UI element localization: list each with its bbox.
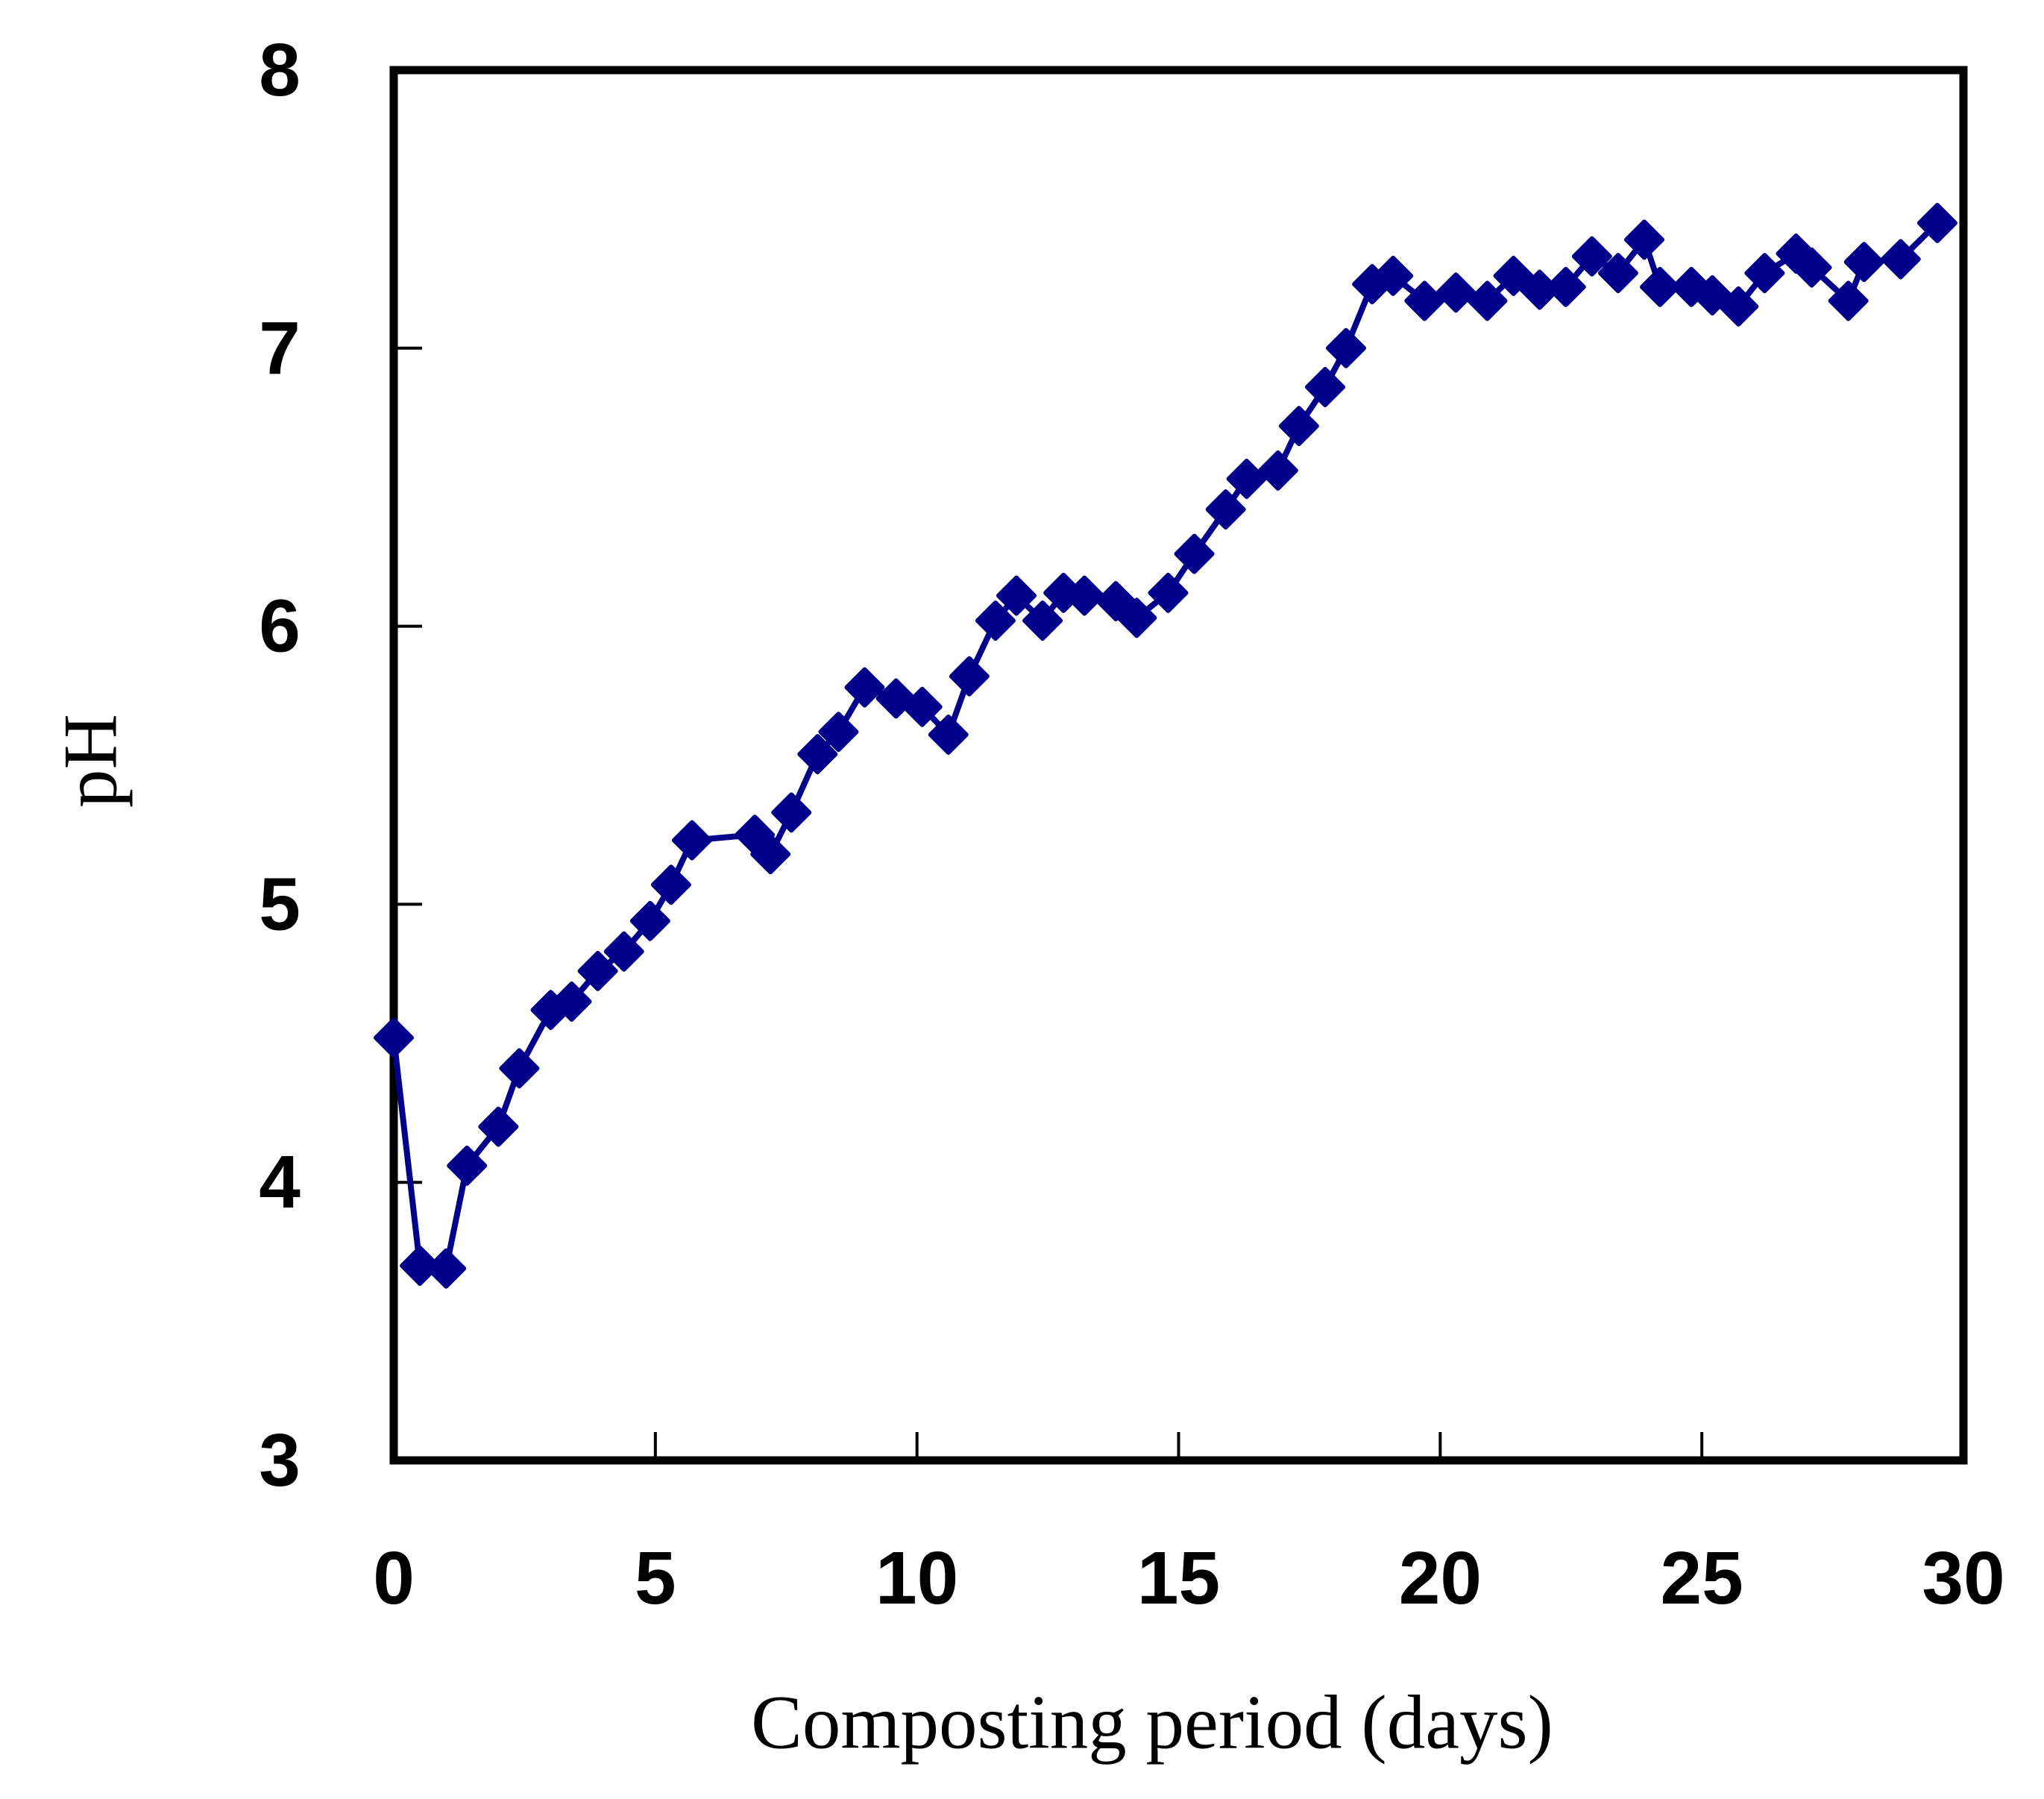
data-point-marker	[1205, 489, 1246, 530]
data-point-marker	[577, 950, 618, 991]
data-point-marker	[996, 575, 1037, 616]
data-point-marker	[1744, 253, 1785, 294]
y-tick-label: 6	[259, 585, 301, 668]
data-point-marker	[1064, 575, 1105, 616]
data-point-marker	[1623, 219, 1664, 260]
data-point-marker	[1916, 203, 1957, 244]
data-point-marker	[1326, 327, 1367, 368]
data-point-marker	[551, 981, 592, 1022]
x-tick-label: 25	[1661, 1536, 1743, 1620]
data-point-marker	[975, 600, 1016, 641]
data-point-marker	[1467, 280, 1508, 321]
data-point-marker	[1373, 255, 1414, 296]
data-point-marker	[400, 1246, 441, 1287]
data-point-marker	[629, 900, 670, 941]
y-tick-label: 8	[259, 28, 301, 112]
y-tick-label: 5	[259, 862, 301, 946]
data-point-marker	[1174, 533, 1215, 574]
y-tick-label: 3	[259, 1419, 301, 1502]
data-point-marker	[1640, 266, 1681, 307]
x-tick-label: 20	[1399, 1536, 1482, 1620]
data-point-marker	[1597, 253, 1638, 294]
x-tick-label: 10	[875, 1536, 958, 1620]
data-point-marker	[426, 1248, 467, 1289]
plot-border	[389, 66, 1968, 1465]
data-point-marker	[1226, 459, 1267, 500]
data-point-marker	[1571, 236, 1612, 277]
data-point-marker	[1843, 242, 1884, 283]
data-point-marker	[1435, 272, 1477, 313]
y-axis-title: pH	[48, 714, 133, 808]
y-tick-label: 7	[259, 307, 301, 390]
series-line	[391, 221, 1940, 1272]
data-point-marker	[902, 686, 943, 727]
data-point-marker	[1791, 247, 1832, 288]
data-point-marker	[797, 734, 838, 775]
data-point-marker	[1404, 280, 1445, 321]
data-point-marker	[844, 667, 885, 708]
data-point-marker	[928, 714, 969, 755]
data-point-marker	[499, 1048, 540, 1089]
data-point-marker	[771, 792, 812, 833]
data-point-marker	[1828, 280, 1869, 321]
data-point-marker	[374, 1017, 414, 1058]
x-tick-label: 15	[1137, 1536, 1220, 1620]
data-point-marker	[1880, 239, 1921, 280]
y-tick-label: 4	[259, 1140, 301, 1224]
data-point-marker	[1022, 600, 1063, 641]
data-point-marker	[1148, 572, 1189, 613]
data-point-marker	[671, 820, 712, 861]
data-point-marker	[1304, 366, 1345, 407]
data-point-marker	[603, 931, 644, 972]
data-point-marker	[1545, 266, 1586, 307]
x-axis-title: Composting period (days)	[751, 1680, 1553, 1765]
x-tick-label: 5	[635, 1536, 676, 1620]
data-point-marker	[818, 712, 859, 753]
data-point-marker	[650, 864, 691, 905]
data-point-marker	[478, 1106, 519, 1147]
data-point-marker	[1257, 450, 1298, 491]
data-point-marker	[949, 656, 990, 697]
data-point-marker	[1718, 286, 1759, 327]
x-tick-label: 0	[373, 1536, 415, 1620]
data-point-marker	[1493, 255, 1534, 296]
data-point-marker	[1116, 597, 1157, 638]
data-point-marker	[447, 1145, 488, 1186]
data-point-marker	[1278, 406, 1319, 447]
data-point-marker	[750, 834, 791, 875]
x-tick-label: 30	[1922, 1536, 2004, 1620]
